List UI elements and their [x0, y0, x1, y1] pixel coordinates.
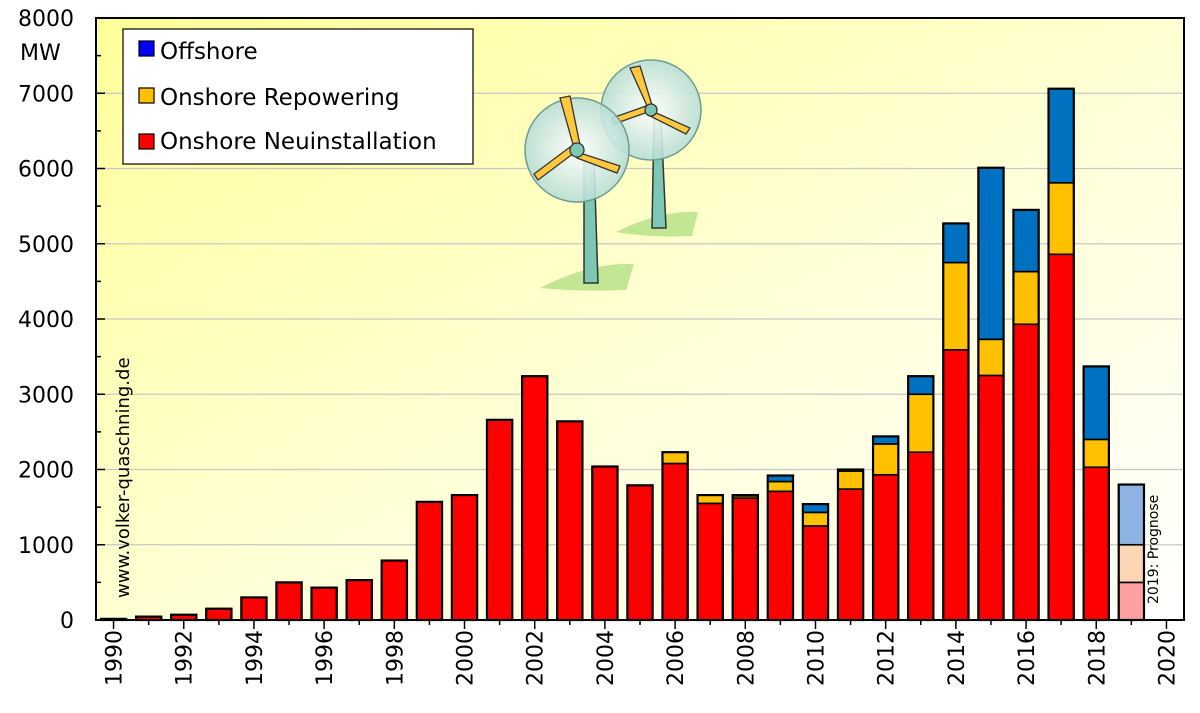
y-axis-unit: MW	[20, 41, 61, 66]
watermark: www.volker-quaschning.de	[113, 357, 134, 598]
bar-2015-onshore-repowering	[977, 338, 1005, 377]
y-tick-label-5000: 5000	[18, 233, 74, 258]
bar-1996-onshore-neuinstallation	[310, 586, 338, 621]
bar-2019-onshore-repowering	[1117, 543, 1145, 584]
y-tick-label-4000: 4000	[18, 308, 74, 333]
bar-2014-offshore	[942, 222, 970, 264]
bar-2013-onshore-neuinstallation	[907, 451, 935, 621]
bar-2019-onshore-neuinstallation	[1117, 581, 1145, 621]
bar-2003-onshore-neuinstallation	[556, 420, 584, 621]
legend: Offshore Onshore Repowering Onshore Neui…	[122, 28, 474, 165]
bar-2006-onshore-repowering	[661, 451, 689, 465]
bar-2018-offshore	[1082, 365, 1110, 441]
bar-2017-onshore-repowering	[1047, 181, 1075, 256]
bar-1997-onshore-neuinstallation	[345, 579, 373, 621]
bar-2013-onshore-repowering	[907, 393, 935, 453]
bar-2012-onshore-repowering	[872, 443, 900, 476]
bar-2007-onshore-neuinstallation	[696, 502, 724, 621]
y-tick-label-0: 0	[60, 609, 74, 634]
y-tick-label-7000: 7000	[18, 82, 74, 107]
x-tick-label-1998: 1998	[383, 630, 408, 686]
y-tick-label-1000: 1000	[18, 534, 74, 559]
bar-1998-onshore-neuinstallation	[380, 559, 408, 621]
bar-1999-onshore-neuinstallation	[415, 501, 443, 621]
bar-2010-onshore-neuinstallation	[802, 525, 829, 621]
bar-2019-offshore	[1117, 483, 1145, 546]
x-tick-label-1990: 1990	[103, 630, 128, 686]
y-tick-label-6000: 6000	[18, 158, 74, 183]
x-tick-label-2018: 2018	[1085, 630, 1110, 686]
x-tick-label-2016: 2016	[1015, 630, 1040, 686]
bar-2006-onshore-neuinstallation	[661, 462, 689, 621]
bar-2015-offshore	[977, 166, 1005, 341]
legend-label-onshore-repowering: Onshore Repowering	[160, 85, 399, 111]
bar-1993-onshore-neuinstallation	[205, 607, 233, 621]
legend-label-onshore-neuinstallation: Onshore Neuinstallation	[160, 129, 437, 155]
bar-2009-onshore-neuinstallation	[766, 490, 794, 621]
bar-2013-offshore	[907, 375, 935, 396]
bar-2011-onshore-neuinstallation	[837, 488, 865, 621]
bar-2001-onshore-neuinstallation	[486, 419, 514, 621]
bar-2005-onshore-neuinstallation	[626, 484, 654, 621]
x-tick-label-2020: 2020	[1155, 630, 1180, 686]
x-tick-label-2000: 2000	[454, 630, 479, 686]
legend-box	[122, 28, 474, 165]
bar-2004-onshore-neuinstallation	[591, 465, 619, 621]
bar-2014-onshore-repowering	[942, 261, 970, 351]
bar-2000-onshore-neuinstallation	[451, 494, 478, 621]
x-tick-label-1992: 1992	[173, 630, 198, 686]
y-tick-label-3000: 3000	[18, 383, 74, 408]
x-tick-label-2014: 2014	[945, 630, 970, 686]
legend-label-offshore: Offshore	[160, 39, 258, 65]
bar-1994-onshore-neuinstallation	[240, 596, 268, 621]
x-tick-label-2006: 2006	[664, 630, 689, 686]
legend-swatch-onshore-neuinstallation	[138, 133, 155, 150]
bar-2016-onshore-neuinstallation	[1012, 323, 1040, 621]
bar-2010-onshore-repowering	[802, 511, 829, 527]
bar-2012-onshore-neuinstallation	[872, 473, 900, 621]
legend-swatch-offshore	[138, 40, 155, 57]
x-tick-label-2010: 2010	[804, 630, 829, 686]
wind-turbines-illustration	[524, 59, 702, 291]
bar-2010-offshore	[802, 503, 829, 514]
legend-swatch-onshore-repowering	[138, 87, 155, 104]
bar-2014-onshore-neuinstallation	[942, 349, 970, 621]
bar-2012-offshore	[872, 435, 900, 445]
bar-2017-onshore-neuinstallation	[1047, 253, 1075, 621]
bar-2007-onshore-repowering	[696, 494, 724, 505]
x-tick-label-2012: 2012	[875, 630, 900, 686]
bar-2009-onshore-repowering	[766, 480, 794, 493]
bar-2015-onshore-neuinstallation	[977, 374, 1005, 621]
x-tick-label-2004: 2004	[594, 630, 619, 686]
bar-2017-offshore	[1047, 87, 1075, 184]
bar-2018-onshore-repowering	[1082, 438, 1110, 469]
y-tick-label-8000: 8000	[18, 7, 74, 32]
bar-1995-onshore-neuinstallation	[275, 581, 303, 621]
y-tick-label-2000: 2000	[18, 459, 74, 484]
bar-2002-onshore-neuinstallation	[521, 375, 549, 621]
bar-2018-onshore-neuinstallation	[1082, 466, 1110, 621]
bar-2016-onshore-repowering	[1012, 270, 1040, 326]
x-tick-label-1996: 1996	[313, 630, 338, 686]
bar-2008-onshore-neuinstallation	[731, 497, 759, 621]
bar-2016-offshore	[1012, 209, 1040, 273]
prognosis-label: 2019: Prognose	[1146, 495, 1162, 604]
x-tick-label-2008: 2008	[734, 630, 759, 686]
x-tick-label-2002: 2002	[524, 630, 549, 686]
axes: 0 1000 2000 3000 4000 5000 6000 7000 8000 1990 199…	[18, 7, 1185, 686]
bar-2011-onshore-repowering	[837, 470, 865, 490]
x-tick-label-1994: 1994	[243, 630, 268, 686]
